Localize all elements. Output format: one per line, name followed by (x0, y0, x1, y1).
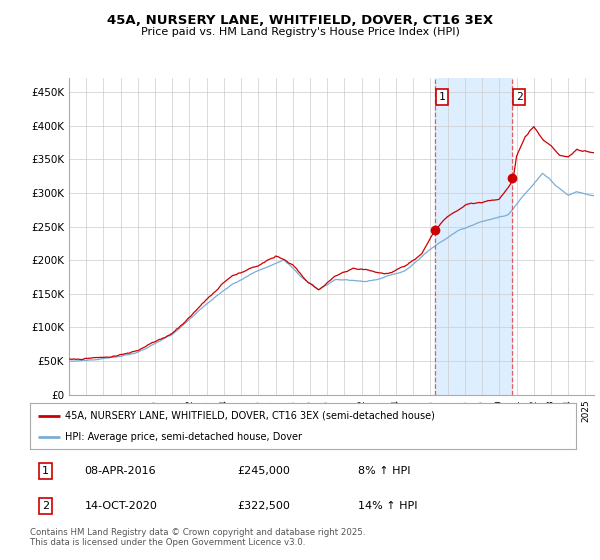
Text: 2: 2 (516, 92, 523, 102)
Text: 1: 1 (438, 92, 445, 102)
Text: 14% ↑ HPI: 14% ↑ HPI (358, 501, 417, 511)
Text: Price paid vs. HM Land Registry's House Price Index (HPI): Price paid vs. HM Land Registry's House … (140, 27, 460, 37)
Text: HPI: Average price, semi-detached house, Dover: HPI: Average price, semi-detached house,… (65, 432, 302, 442)
Text: £245,000: £245,000 (238, 466, 290, 476)
Text: 2: 2 (42, 501, 49, 511)
Text: 45A, NURSERY LANE, WHITFIELD, DOVER, CT16 3EX: 45A, NURSERY LANE, WHITFIELD, DOVER, CT1… (107, 14, 493, 27)
Text: 1: 1 (42, 466, 49, 476)
Text: 14-OCT-2020: 14-OCT-2020 (85, 501, 157, 511)
Text: £322,500: £322,500 (238, 501, 290, 511)
Bar (435, 78, 512, 395)
Text: Contains HM Land Registry data © Crown copyright and database right 2025.
This d: Contains HM Land Registry data © Crown c… (30, 528, 365, 547)
Text: 08-APR-2016: 08-APR-2016 (85, 466, 156, 476)
Text: 45A, NURSERY LANE, WHITFIELD, DOVER, CT16 3EX (semi-detached house): 45A, NURSERY LANE, WHITFIELD, DOVER, CT1… (65, 410, 436, 421)
Text: 8% ↑ HPI: 8% ↑ HPI (358, 466, 410, 476)
